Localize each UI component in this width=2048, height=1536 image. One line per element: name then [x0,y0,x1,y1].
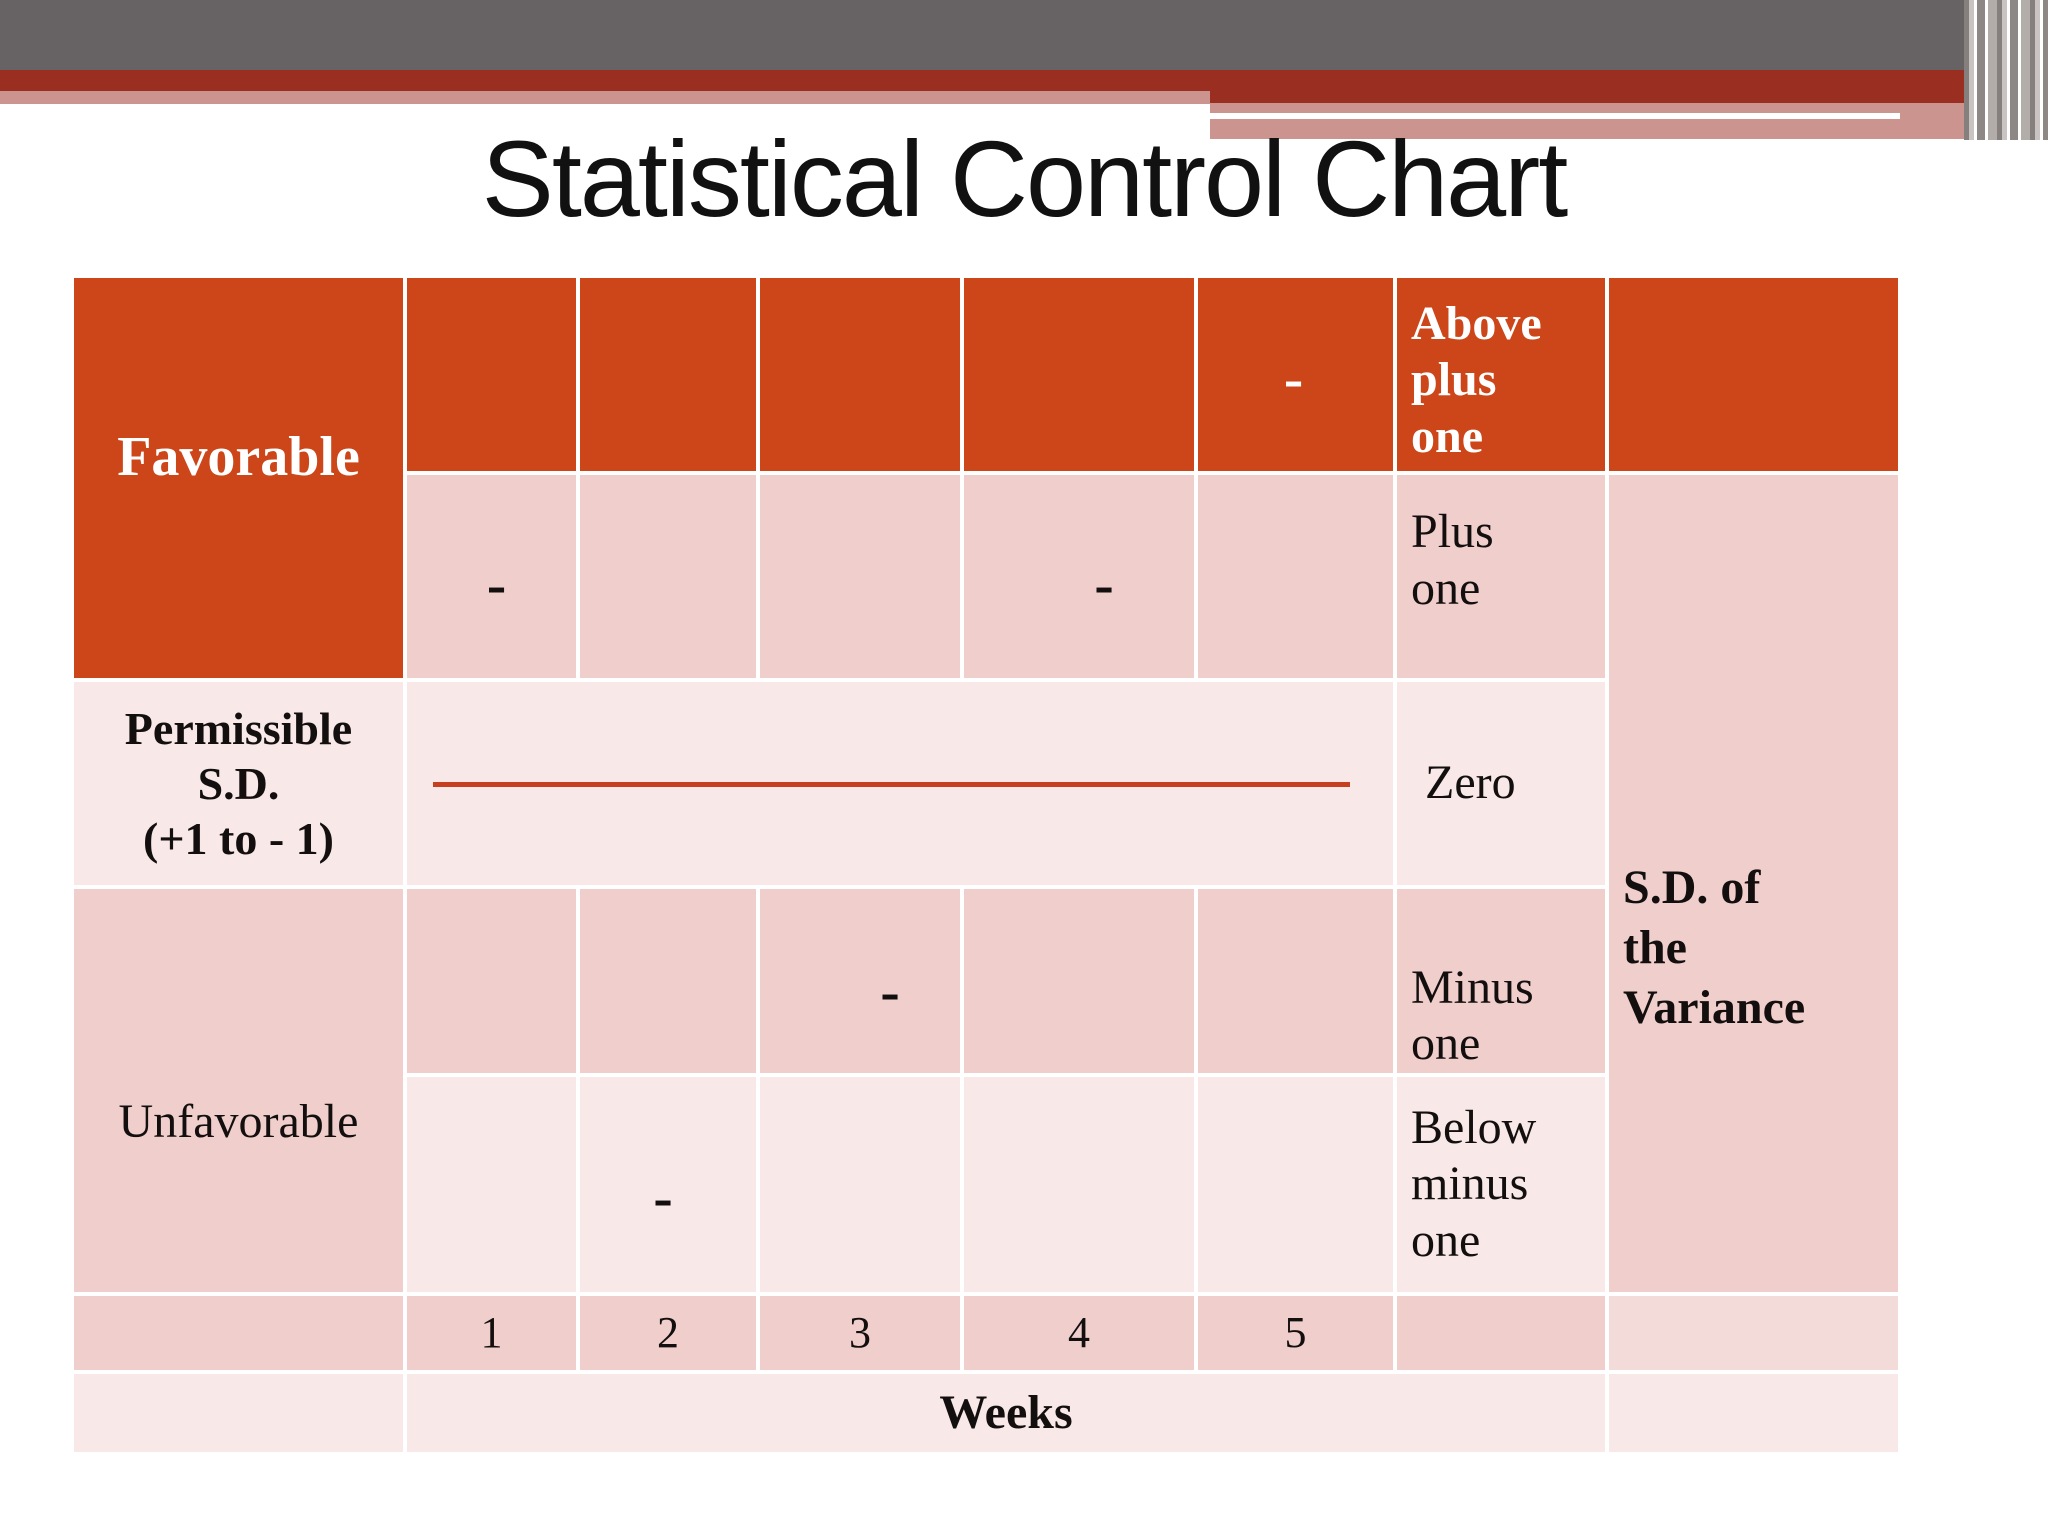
control-chart-table: Favorable - Above plus one - - Plus one … [72,276,1900,1454]
banner-white-line [1210,113,1900,119]
cell-axis-corner [72,1294,405,1372]
cell-week4-row1 [962,276,1196,473]
cell-zone-favorable: Favorable [72,276,405,680]
week-2-tick: 2 [657,1308,679,1358]
cell-sd-header [1607,276,1900,473]
cell-week4-row2: - [962,473,1196,680]
cell-week5-row5 [1196,1075,1395,1294]
cell-week1-row1 [405,276,578,473]
cell-week3-row1 [758,276,962,473]
cell-sd-variance-axis: S.D. of the Variance [1607,473,1900,1294]
banner-pink-stripe-right [1210,103,2048,139]
cell-week1-row5 [405,1075,578,1294]
data-mark-week2: - [653,1164,673,1230]
slide-title: Statistical Control Chart [481,118,1568,239]
control-center-line [433,782,1350,787]
week-3-tick: 3 [849,1308,871,1358]
permissible-label: Permissible S.D. (+1 to - 1) [124,702,353,865]
cell-week3-row4: - [758,887,962,1075]
cell-level-plus-one: Plus one [1395,473,1607,680]
cell-week4-row5 [962,1075,1196,1294]
cell-week2-row4 [578,887,758,1075]
cell-zone-unfavorable: Unfavorable [72,887,405,1294]
banner-corner-stripes [1964,0,2048,140]
banner-red-band [0,70,2048,91]
cell-week2-row5: - [578,1075,758,1294]
cell-zero-band [405,680,1395,887]
favorable-label: Favorable [117,426,360,489]
data-mark-week5: - [1283,345,1304,411]
cell-week-number-3: 3 [758,1294,962,1372]
banner-pink-stripe-left [0,91,1210,104]
cell-week-number-1: 1 [405,1294,578,1372]
week-5-tick: 5 [1284,1308,1307,1358]
cell-sd-column-row6 [1607,1294,1900,1372]
banner-red-band-extension [1210,91,2048,103]
cell-week2-row2 [578,473,758,680]
weeks-axis-label: Weeks [939,1385,1073,1439]
below-minus-one-label: Below minus one [1411,1101,1537,1267]
cell-week-number-5: 5 [1196,1294,1395,1372]
cell-level-above-plus-one: Above plus one [1395,276,1607,473]
cell-week5-row4 [1196,887,1395,1075]
week-1-tick: 1 [480,1308,503,1358]
sd-variance-label: S.D. of the Variance [1623,860,1806,1034]
cell-week2-row1 [578,276,758,473]
cell-weeks-label: Weeks [405,1372,1607,1454]
data-mark-week3: - [880,959,900,1024]
data-mark-week4: - [1094,551,1114,617]
cell-level-zero: Zero [1395,680,1607,887]
plus-one-label: Plus one [1411,505,1494,615]
banner-gray-band [0,0,2048,70]
cell-level-below-minus-one: Below minus one [1395,1075,1607,1294]
cell-axis-corner-2 [72,1372,405,1454]
cell-week1-row2: - [405,473,578,680]
cell-sd-column-row7 [1607,1372,1900,1454]
week-4-tick: 4 [1068,1308,1090,1358]
cell-zone-permissible: Permissible S.D. (+1 to - 1) [72,680,405,887]
cell-week4-row4 [962,887,1196,1075]
data-mark-week1: - [486,551,507,617]
cell-week3-row2 [758,473,962,680]
cell-week5-row1: - [1196,276,1395,473]
cell-level-column-footer [1395,1294,1607,1372]
unfavorable-label: Unfavorable [118,1095,359,1149]
zero-label: Zero [1425,756,1516,810]
cell-week-number-2: 2 [578,1294,758,1372]
cell-week1-row4 [405,887,578,1075]
cell-week5-row2 [1196,473,1395,680]
above-plus-one-label: Above plus one [1411,297,1542,463]
cell-level-minus-one: Minus one [1395,887,1607,1075]
cell-week3-row5 [758,1075,962,1294]
minus-one-label: Minus one [1411,960,1534,1070]
cell-week-number-4: 4 [962,1294,1196,1372]
